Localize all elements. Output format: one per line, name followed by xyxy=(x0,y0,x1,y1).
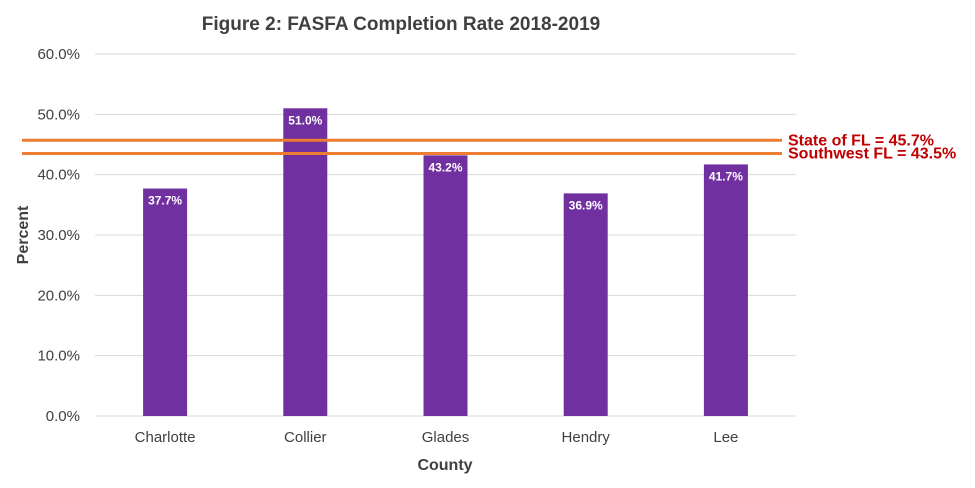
reference-lines: State of FL = 45.7%Southwest FL = 43.5% xyxy=(22,132,956,163)
bar xyxy=(283,108,328,417)
y-tick-label: 30.0% xyxy=(37,227,80,244)
bar xyxy=(143,188,188,416)
y-axis-title: Percent xyxy=(15,205,32,264)
bar xyxy=(703,164,748,416)
y-tick-label: 50.0% xyxy=(37,106,80,123)
chart-title: Figure 2: FASFA Completion Rate 2018-201… xyxy=(202,14,600,35)
y-tick-label: 60.0% xyxy=(37,46,80,63)
y-axis-ticks: 0.0% 10.0% 20.0% 30.0% 40.0% 50.0% 60.0% xyxy=(37,46,80,425)
bars: 37.7% 51.0% 43.2% 36.9% 41.7% xyxy=(143,108,748,417)
x-axis-ticks: Charlotte Collier Glades Hendry Lee xyxy=(135,429,739,446)
x-tick-label: Collier xyxy=(284,429,327,446)
reference-label: State of FL = 45.7% xyxy=(788,132,934,149)
data-label: 51.0% xyxy=(288,113,322,127)
y-tick-label: 10.0% xyxy=(37,348,80,365)
x-tick-label: Hendry xyxy=(562,429,611,446)
x-tick-label: Lee xyxy=(713,429,738,446)
data-label: 36.9% xyxy=(569,198,603,212)
reference-label: Southwest FL = 43.5% xyxy=(788,146,956,163)
data-label: 37.7% xyxy=(148,194,182,208)
x-tick-label: Glades xyxy=(422,429,470,446)
bar xyxy=(423,155,468,417)
data-label: 41.7% xyxy=(709,169,743,183)
y-tick-label: 0.0% xyxy=(46,408,80,425)
data-label: 43.2% xyxy=(428,160,462,174)
x-axis-title: County xyxy=(417,457,472,474)
y-tick-label: 20.0% xyxy=(37,287,80,304)
x-tick-label: Charlotte xyxy=(135,429,196,446)
bar xyxy=(563,193,608,416)
y-tick-label: 40.0% xyxy=(37,167,80,184)
